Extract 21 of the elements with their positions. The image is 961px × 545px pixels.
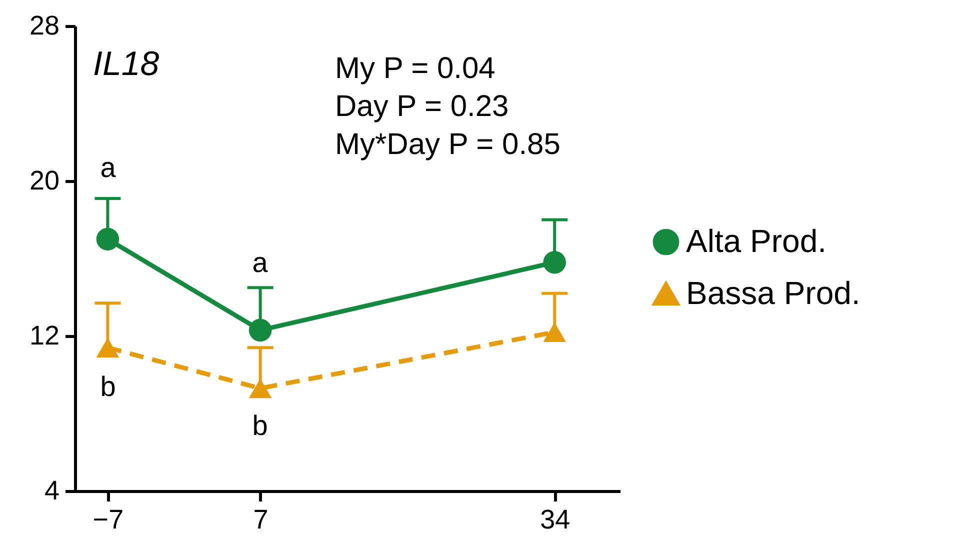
legend-label: Bassa Prod. (686, 275, 860, 311)
point (543, 322, 566, 342)
x-tick-label: 7 (253, 504, 268, 534)
annotation: b (252, 410, 268, 441)
y-tick-label: 28 (29, 10, 60, 40)
x-tick-label: 34 (540, 504, 570, 534)
annotation: a (252, 247, 268, 278)
point (248, 318, 272, 342)
x-tick-label: −7 (92, 504, 124, 534)
annotation: b (100, 371, 116, 402)
y-tick-label: 12 (29, 320, 60, 350)
y-tick-label: 20 (29, 166, 60, 196)
y-tick-label: 4 (44, 476, 60, 506)
annotation: My P = 0.04 (335, 52, 496, 85)
point (543, 250, 566, 274)
annotation: Day P = 0.23 (335, 90, 509, 123)
annotation: a (100, 152, 116, 183)
text: IL18 (93, 45, 160, 83)
legend-label: Alta Prod. (686, 223, 827, 259)
point (96, 228, 120, 251)
annotation: My*Day P = 0.85 (335, 128, 560, 161)
